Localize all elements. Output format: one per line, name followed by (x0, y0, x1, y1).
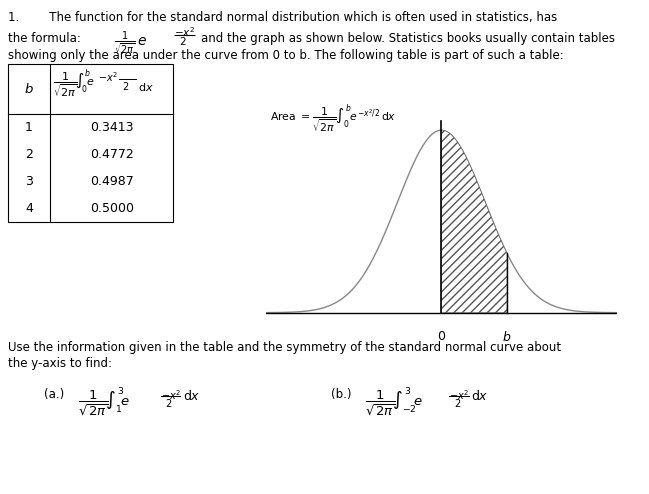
Text: 1.        The function for the standard normal distribution which is often used : 1. The function for the standard normal … (8, 11, 557, 24)
Text: $b$: $b$ (24, 82, 34, 96)
Text: $\dfrac{1}{\sqrt{2\pi}}\!\int_{-2}^{3}\!e$: $\dfrac{1}{\sqrt{2\pi}}\!\int_{-2}^{3}\!… (365, 385, 423, 418)
Text: 0.5000: 0.5000 (90, 202, 134, 215)
FancyBboxPatch shape (8, 64, 173, 222)
Text: $\mathrm{d}x$: $\mathrm{d}x$ (183, 389, 201, 403)
Text: $-x^2$: $-x^2$ (449, 388, 469, 402)
Text: $2$: $2$ (122, 80, 130, 92)
Text: the formula:: the formula: (8, 32, 80, 45)
Text: (a.): (a.) (44, 388, 64, 401)
Text: $\mathrm{d}x$: $\mathrm{d}x$ (471, 389, 489, 403)
Text: 4: 4 (25, 202, 33, 215)
Text: Use the information given in the table and the symmetry of the standard normal c: Use the information given in the table a… (8, 341, 561, 354)
Text: showing only the area under the curve from 0 to b. The following table is part o: showing only the area under the curve fr… (8, 49, 563, 62)
Text: 2: 2 (25, 148, 33, 161)
Text: 0.4772: 0.4772 (90, 148, 134, 161)
Text: and the graph as shown below. Statistics books usually contain tables: and the graph as shown below. Statistics… (201, 32, 615, 45)
Text: $-x^2$: $-x^2$ (174, 25, 195, 39)
Text: $\dfrac{1}{\sqrt{2\pi}}\!\int_{1}^{3}\!e$: $\dfrac{1}{\sqrt{2\pi}}\!\int_{1}^{3}\!e… (78, 385, 130, 418)
Text: Area $=\dfrac{1}{\sqrt{2\pi}}\int_0^{b}e^{-x^2/2}\,\mathrm{d}x$: Area $=\dfrac{1}{\sqrt{2\pi}}\int_0^{b}e… (271, 102, 397, 135)
Text: $\mathrm{d}x$: $\mathrm{d}x$ (138, 81, 153, 93)
Text: (b.): (b.) (331, 388, 352, 401)
Text: 3: 3 (25, 175, 33, 188)
Text: $b$: $b$ (502, 330, 511, 344)
Text: 0.3413: 0.3413 (90, 121, 134, 134)
Text: $\dfrac{1}{\sqrt{2\pi}}\!\int_{\!0}^{b}\!\! e$: $\dfrac{1}{\sqrt{2\pi}}\!\int_{\!0}^{b}\… (53, 67, 95, 101)
Text: the y-axis to find:: the y-axis to find: (8, 357, 112, 370)
Text: $-x^2$: $-x^2$ (99, 70, 118, 84)
Text: 0: 0 (437, 330, 445, 343)
Text: $\frac{1}{\sqrt{2\pi}}\,e$: $\frac{1}{\sqrt{2\pi}}\,e$ (114, 30, 147, 58)
Text: $2$: $2$ (165, 397, 173, 409)
Text: $2$: $2$ (179, 35, 187, 46)
Text: 0.4987: 0.4987 (90, 175, 134, 188)
Text: $-x^2$: $-x^2$ (161, 388, 181, 402)
Text: $2$: $2$ (454, 397, 461, 409)
Text: 1: 1 (25, 121, 33, 134)
